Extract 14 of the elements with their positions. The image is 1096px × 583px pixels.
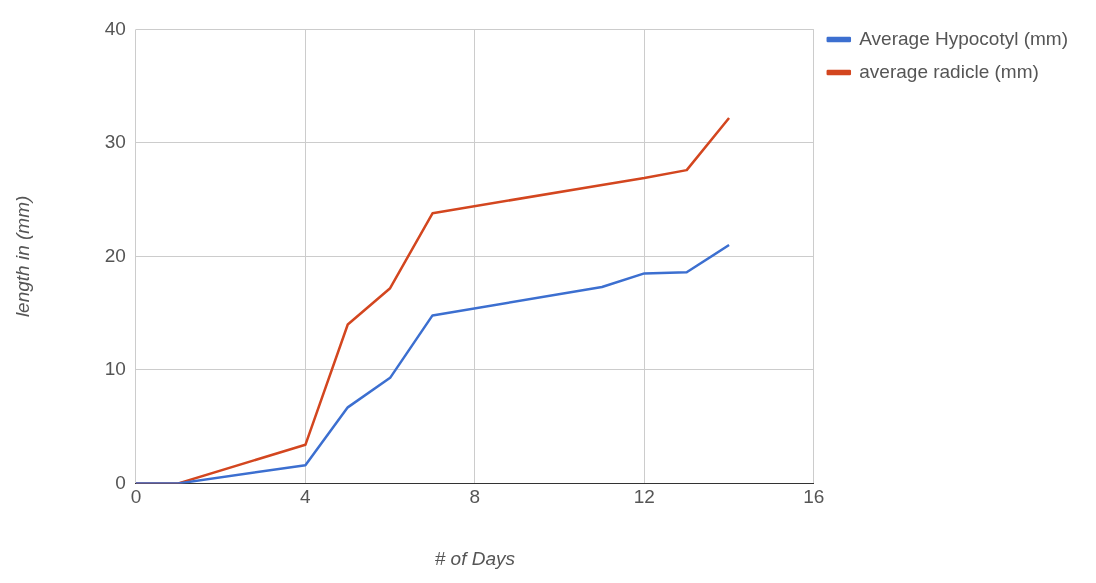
x-axis-title: # of Days: [434, 547, 516, 569]
legend-label: average radicle (mm): [859, 60, 1039, 82]
y-tick-label: 40: [104, 17, 126, 39]
y-tick-label: 30: [104, 131, 126, 153]
y-tick-label: 10: [104, 358, 126, 380]
y-tick-label: 0: [115, 471, 126, 493]
x-tick-label: 8: [469, 486, 481, 508]
y-axis-title: length in (mm): [11, 195, 33, 318]
y-tick-label: 20: [104, 244, 126, 266]
x-tick-label: 12: [633, 486, 655, 508]
legend-label: Average Hypocotyl (mm): [859, 27, 1069, 49]
x-tick-label: 0: [130, 486, 142, 508]
x-tick-label: 4: [300, 486, 312, 508]
x-tick-label: 16: [803, 486, 825, 508]
